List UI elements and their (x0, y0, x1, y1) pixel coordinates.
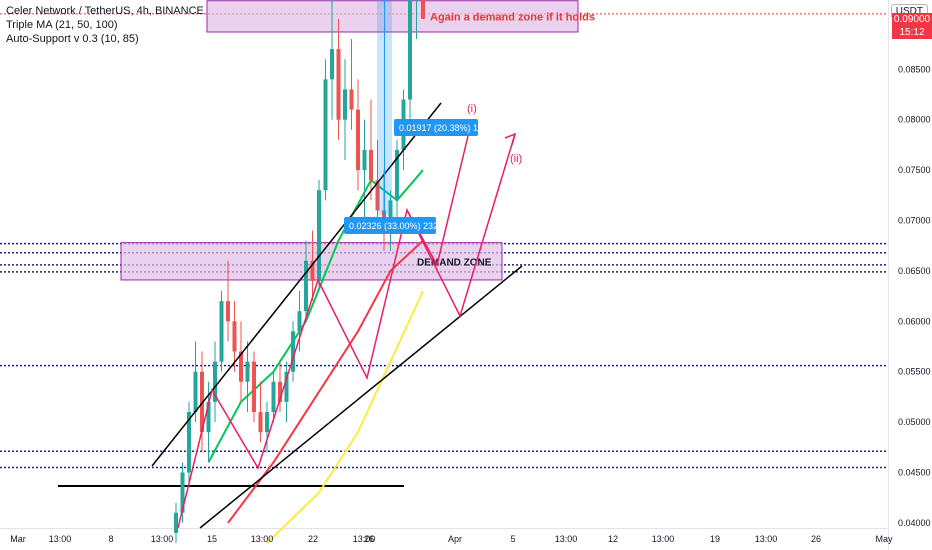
time-tick-label: 13:00 (251, 534, 274, 544)
candle-body (408, 0, 412, 100)
candle-body (343, 89, 347, 120)
candle-body (239, 351, 243, 382)
candle-body (187, 412, 191, 473)
candle-body (252, 361, 256, 412)
candle-body (271, 381, 276, 412)
time-tick-label: 13:00 (151, 534, 174, 544)
price-tick-label: 0.08000 (898, 115, 931, 125)
candle-body (349, 89, 354, 110)
time-tick-label: 22 (308, 534, 318, 544)
price-tick-label: 0.07000 (898, 215, 931, 225)
candle-body (291, 331, 295, 372)
candle-body (330, 49, 334, 80)
candle-body (369, 149, 373, 181)
time-tick-label: 13:00 (49, 534, 72, 544)
candle-body (421, 0, 425, 19)
candle-body (258, 412, 263, 433)
time-tick-label: 13:00 (555, 534, 578, 544)
measurements: 0.02326 (33.00%) 2326 0.01917 (20.38%) 19… (344, 0, 493, 234)
candle-body (284, 371, 289, 402)
candle-body (206, 401, 211, 433)
candle-body (310, 260, 315, 281)
time-tick-label: 8 (108, 534, 113, 544)
candle-body (336, 49, 341, 120)
last-price-value: 0.09000 (893, 13, 931, 25)
measure-label-bg (344, 217, 436, 234)
price-tick-label: 0.06500 (898, 266, 931, 276)
candle-body (323, 79, 328, 191)
measure-label: 0.01917 (20.38%) 1917 (399, 123, 493, 133)
candle-body (304, 260, 308, 312)
moving-average-line (207, 169, 424, 463)
candle-body (356, 109, 360, 171)
time-tick-label: Mar (10, 534, 26, 544)
candle-body (200, 371, 204, 433)
channel-upper-line (151, 102, 442, 467)
demand-zone (206, 0, 579, 33)
candle-body (388, 200, 393, 231)
time-tick-label: 15 (207, 534, 217, 544)
time-tick-label: 26 (811, 534, 821, 544)
price-tick-label: 0.05000 (898, 417, 931, 427)
candle-body (232, 321, 237, 352)
time-tick-label: 13:00 (755, 534, 778, 544)
wave-label: (ii) (510, 153, 522, 165)
price-tick-label: 0.06000 (898, 316, 931, 326)
time-tick-label: Apr (448, 534, 462, 544)
candle-body (245, 361, 250, 382)
candle-body (278, 381, 282, 402)
demand-zone-label: Again a demand zone if it holds (430, 11, 595, 23)
candle-body (213, 361, 217, 402)
candle-body (317, 190, 321, 281)
measure-label-bg (394, 119, 478, 136)
price-tick-label: 0.04500 (898, 467, 931, 477)
symbol-title: Celer Network / TetherUS, 4h, BINANCE (6, 5, 204, 17)
candle-body (219, 301, 224, 362)
time-tick-label: 12 (608, 534, 618, 544)
last-price-label: 0.09000 15:12 (892, 12, 932, 39)
candle-body (395, 149, 399, 201)
measure-label: 0.02326 (33.00%) 2326 (349, 221, 443, 231)
moving-average-line (227, 239, 424, 524)
time-tick-label: May (875, 534, 893, 544)
demand-zone-label: DEMAND ZONE (417, 257, 492, 268)
time-tick-label: 5 (510, 534, 515, 544)
channel-lower-line (199, 265, 523, 529)
moving-averages (207, 169, 424, 544)
candle-body (265, 412, 269, 433)
drawings: (i) (ii) (151, 102, 523, 529)
moving-average-line (266, 290, 424, 544)
candle-body (193, 371, 198, 412)
time-tick-label: 13:00 (652, 534, 675, 544)
price-tick-label: 0.04000 (898, 518, 931, 528)
indicator-triple-ma[interactable]: Triple MA (21, 50, 100) (6, 19, 118, 31)
candle-body (375, 180, 380, 211)
wave-label: (i) (467, 103, 477, 115)
price-tick-label: 0.05500 (898, 367, 931, 377)
candle-body (362, 149, 367, 171)
time-tick-label: 19 (710, 534, 720, 544)
time-tick-label: 26 (364, 534, 374, 544)
candle-body (174, 512, 178, 533)
legend: Celer Network / TetherUS, 4h, BINANCE Tr… (6, 4, 204, 46)
wave-path (177, 133, 516, 529)
price-axis: 0.135000.130000.125000.120000.115000.110… (898, 14, 931, 528)
price-tick-label: 0.07500 (898, 165, 931, 175)
candle-body (226, 301, 230, 322)
countdown: 15:12 (899, 26, 925, 38)
time-tick-label: 13:00 (353, 534, 376, 544)
wave-arrow-head (504, 132, 517, 146)
candle-body (297, 311, 302, 332)
price-tick-label: 0.08500 (898, 64, 931, 74)
candle-body (180, 472, 185, 513)
indicator-auto-support[interactable]: Auto-Support v 0.3 (10, 85) (6, 33, 139, 45)
